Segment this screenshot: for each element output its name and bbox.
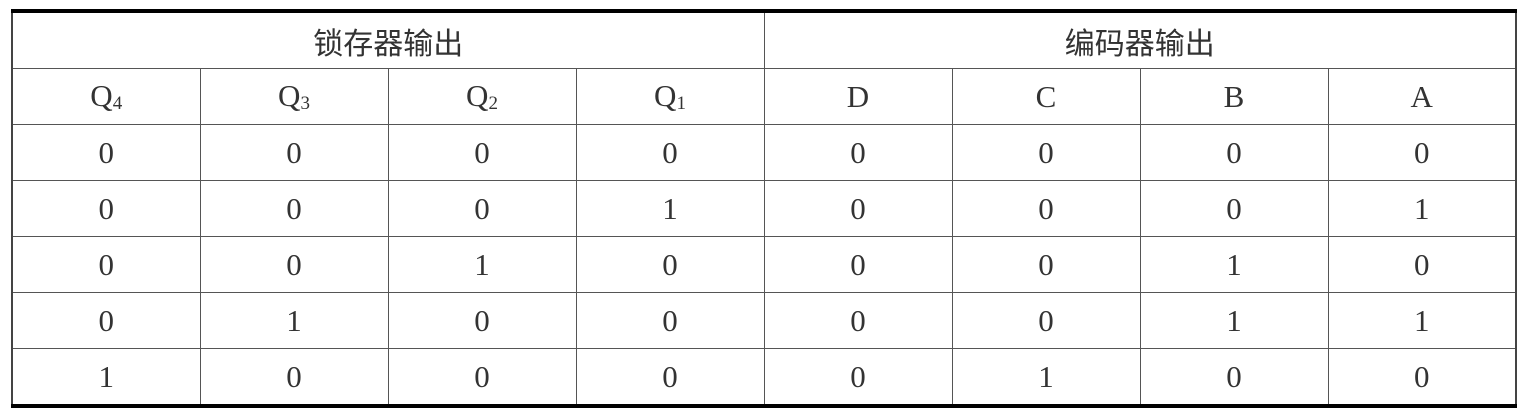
group-header-latch-output: 锁存器输出 (11, 10, 765, 69)
table-cell: 1 (575, 180, 765, 237)
table-cell: 0 (1327, 124, 1517, 181)
table-cell: 0 (951, 292, 1141, 349)
table-cell: 0 (763, 348, 953, 407)
table-cell: 0 (11, 124, 201, 181)
column-header-label: B (1223, 78, 1245, 114)
table-cell: 0 (387, 292, 577, 349)
column-header-subscript: 3 (300, 93, 310, 114)
table-cell: 0 (1139, 180, 1329, 237)
column-header-row: Q4 Q3 Q2 Q1 D C B A (11, 68, 1517, 125)
table-cell: 0 (951, 124, 1141, 181)
column-header: C (951, 68, 1141, 125)
table-cell: 0 (575, 292, 765, 349)
table-cell: 0 (387, 124, 577, 181)
column-header-subscript: 4 (112, 93, 123, 114)
table-cell: 0 (199, 348, 389, 407)
table-cell: 0 (1139, 348, 1329, 407)
column-header-label: A (1410, 78, 1433, 114)
column-header: Q1 (575, 68, 765, 125)
group-header-row: 锁存器输出 编码器输出 (11, 10, 1517, 69)
table-cell: 0 (199, 236, 389, 293)
table-cell: 1 (387, 236, 577, 293)
table-cell: 1 (951, 348, 1141, 407)
column-header: D (763, 68, 953, 125)
table-cell: 0 (575, 348, 765, 407)
column-header: Q4 (11, 68, 201, 125)
table-cell: 0 (951, 236, 1141, 293)
table-cell: 0 (763, 292, 953, 349)
column-header: Q2 (387, 68, 577, 125)
table-cell: 1 (1139, 236, 1329, 293)
table-cell: 0 (575, 124, 765, 181)
column-header-label: Q (466, 78, 489, 113)
column-header: B (1139, 68, 1329, 125)
table-cell: 1 (1327, 180, 1517, 237)
column-header-label: Q (654, 78, 677, 113)
table-cell: 1 (11, 348, 201, 407)
column-header-label: C (1035, 78, 1057, 114)
column-header: A (1327, 68, 1517, 125)
column-header-subscript: 2 (488, 93, 498, 114)
column-header-label: Q (90, 78, 113, 113)
table-cell: 0 (1327, 236, 1517, 293)
table-cell: 0 (951, 180, 1141, 237)
table-cell: 1 (199, 292, 389, 349)
table-cell: 1 (1327, 292, 1517, 349)
table-cell: 1 (1139, 292, 1329, 349)
table-cell: 0 (11, 180, 201, 237)
table-cell: 0 (1139, 124, 1329, 181)
table-cell: 0 (11, 292, 201, 349)
table-cell: 0 (199, 180, 389, 237)
table-cell: 0 (763, 236, 953, 293)
table-cell: 0 (387, 180, 577, 237)
column-header: Q3 (199, 68, 389, 125)
column-header-label: Q (278, 78, 301, 113)
table-cell: 0 (1327, 348, 1517, 407)
table-cell: 0 (387, 348, 577, 407)
table-cell: 0 (763, 180, 953, 237)
table-cell: 0 (199, 124, 389, 181)
column-header-subscript: 1 (676, 93, 686, 114)
group-header-encoder-output: 编码器输出 (763, 10, 1517, 69)
table-cell: 0 (575, 236, 765, 293)
table-cell: 0 (11, 236, 201, 293)
column-header-label: D (846, 78, 870, 114)
table-cell: 0 (763, 124, 953, 181)
